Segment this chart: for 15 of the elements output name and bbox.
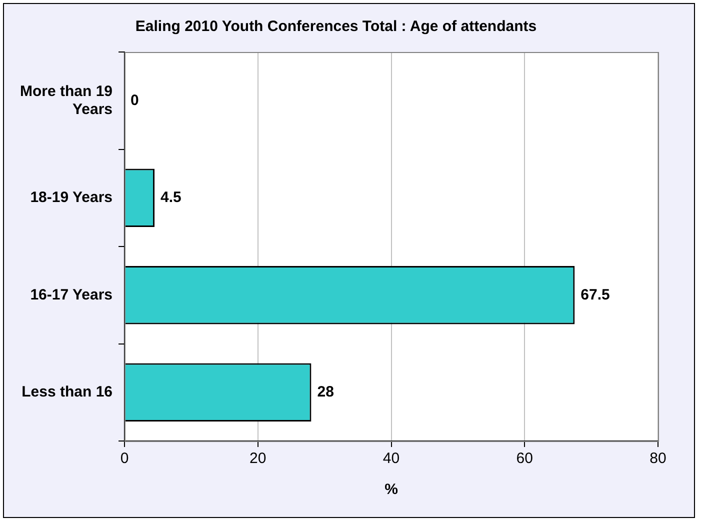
x-tick-label: 40 (382, 450, 400, 468)
x-tick-label: 0 (120, 450, 129, 468)
y-tick-label: Less than 16 (22, 384, 113, 401)
y-tick-label: More than 19 Years (20, 82, 113, 118)
data-label: 0 (130, 92, 139, 109)
chart-title: Ealing 2010 Youth Conferences Total : Age of attendants (135, 18, 537, 36)
y-tick-label: 18-19 Years (30, 189, 113, 206)
x-tick-label: 80 (650, 450, 666, 468)
y-tick-label: 16-17 Years (30, 286, 113, 304)
data-label: 67.5 (580, 286, 610, 304)
x-axis-title: % (384, 481, 398, 498)
x-tick-label: 60 (516, 450, 533, 468)
data-label: 28 (317, 384, 334, 401)
data-label: 4.5 (160, 189, 182, 206)
x-tick-label: 20 (250, 450, 266, 468)
